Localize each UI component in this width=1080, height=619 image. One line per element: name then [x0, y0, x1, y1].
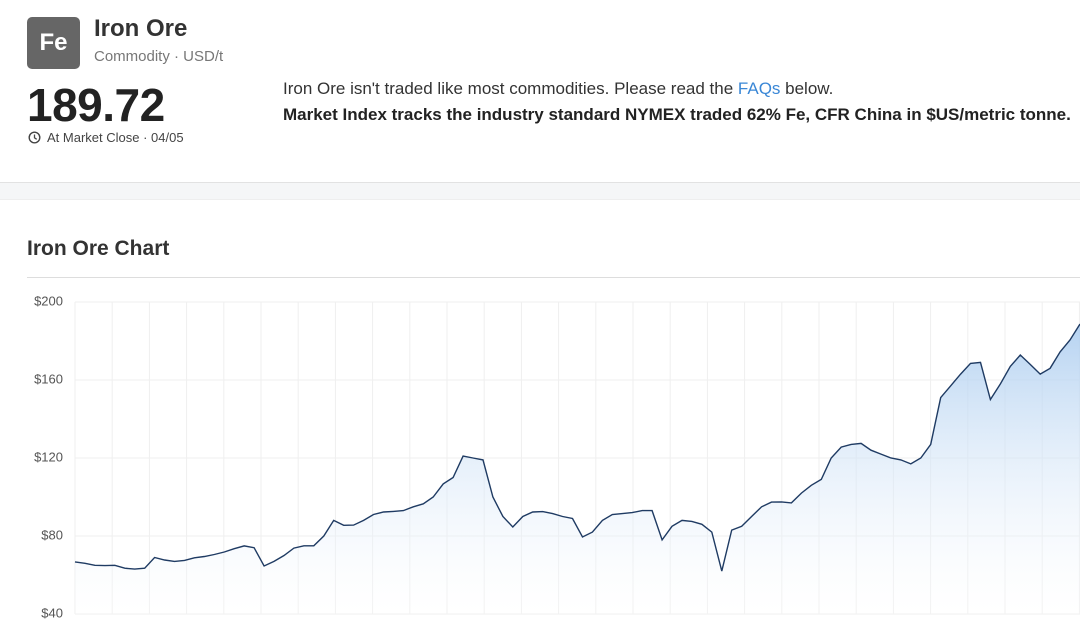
chart-title: Iron Ore Chart [27, 237, 170, 260]
description-text: Iron Ore isn't traded like most commodit… [283, 79, 738, 98]
faq-link[interactable]: FAQs [737, 79, 781, 98]
y-tick-label: $40 [41, 605, 63, 619]
description-text: below. [780, 79, 834, 98]
y-tick-label: $200 [34, 293, 63, 308]
market-status: At Market Close · 04/05 [47, 130, 184, 145]
price-line [74, 323, 1080, 572]
title-rule [27, 277, 1080, 278]
y-tick-label: $120 [34, 449, 63, 464]
price: 189.72 [27, 79, 165, 131]
clock-icon [28, 131, 41, 144]
description: Iron Ore isn't traded like most commodit… [283, 79, 833, 99]
symbol-icon: Fe [27, 17, 80, 69]
description-bold: Market Index tracks the industry standar… [283, 105, 1071, 124]
y-tick-label: $80 [41, 527, 63, 542]
section-divider [0, 182, 1080, 200]
commodity-name: Iron Ore [94, 15, 188, 42]
area-fill [75, 324, 1080, 614]
commodity-meta: Commodity · USD/t [94, 48, 224, 65]
y-tick-label: $160 [34, 371, 63, 386]
